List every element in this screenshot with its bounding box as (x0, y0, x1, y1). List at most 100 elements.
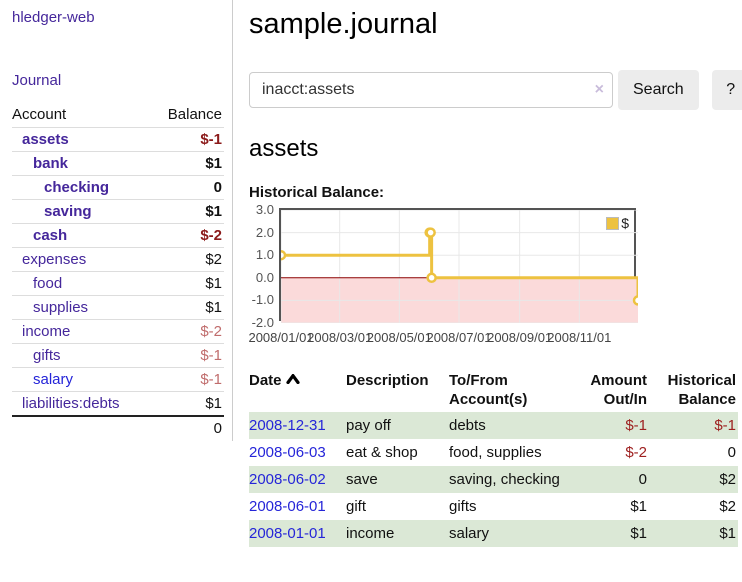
transaction-date-link[interactable]: 2008-06-01 (249, 498, 326, 515)
account-link-liabilities-debts[interactable]: liabilities:debts (22, 395, 120, 412)
account-link-income[interactable]: income (22, 323, 71, 340)
account-row: salary $-1 (12, 367, 224, 391)
account-link-supplies[interactable]: supplies (33, 299, 89, 316)
y-axis-tick-label: 1.0 (255, 247, 274, 263)
transaction-balance: $-1 (649, 412, 738, 439)
transaction-row: 2008-06-01 gift gifts $1 $2 (249, 493, 738, 520)
transaction-date-link[interactable]: 2008-06-03 (249, 444, 326, 461)
search-input[interactable] (249, 72, 613, 108)
main-content: sample.journal × Search ? assets Histori… (233, 0, 742, 547)
sidebar: hledger-web Journal Account Balance asse… (0, 0, 233, 441)
account-balance: $-2 (200, 323, 222, 340)
legend-label: $ (621, 215, 629, 231)
clear-search-icon[interactable]: × (594, 81, 604, 98)
transaction-date-link[interactable]: 2008-12-31 (249, 417, 326, 434)
transaction-balance: $2 (719, 498, 736, 515)
transaction-description: income (346, 520, 449, 547)
x-axis-tick-label: 2008/07/01 (426, 330, 492, 345)
sidebar-item-journal[interactable]: Journal (12, 72, 62, 89)
account-row: assets $-1 (12, 127, 224, 151)
account-link-salary[interactable]: salary (33, 371, 74, 388)
y-axis-tick-label: -2.0 (251, 315, 274, 330)
transaction-date-link[interactable]: 2008-06-02 (249, 471, 326, 488)
search-form: × Search ? (249, 70, 742, 110)
accounts-total-value: 0 (213, 420, 222, 437)
transaction-accounts: debts (449, 412, 571, 439)
chart-canvas (281, 210, 638, 323)
account-balance: $-2 (200, 227, 222, 244)
page-title: sample.journal (249, 8, 438, 40)
account-balance: $-1 (200, 371, 222, 388)
account-row: cash $-2 (12, 223, 224, 247)
chart-plot-area[interactable]: $ (279, 208, 638, 323)
column-header-date[interactable]: Date (249, 368, 346, 412)
account-row: expenses $2 (12, 247, 224, 271)
account-balance: $2 (205, 251, 222, 268)
app-layout: hledger-web Journal Account Balance asse… (0, 0, 742, 547)
register-table: Date Description To/From Account(s) Amou… (249, 368, 738, 547)
account-balance: $1 (205, 395, 222, 412)
transaction-accounts: salary (449, 520, 571, 547)
account-link-assets[interactable]: assets (22, 131, 69, 148)
x-axis-tick-label: 2008/01/01 (248, 330, 314, 345)
account-row: income $-2 (12, 319, 224, 343)
account-link-bank[interactable]: bank (33, 155, 69, 172)
transaction-amount: 0 (571, 466, 649, 493)
account-link-food[interactable]: food (33, 275, 63, 292)
register-header-row: Date Description To/From Account(s) Amou… (249, 368, 738, 412)
transaction-accounts: gifts (449, 498, 477, 515)
transaction-amount: $1 (630, 498, 647, 515)
x-axis-tick-label: 2008/05/01 (366, 330, 432, 345)
x-axis-tick-label: 2008/11/01 (547, 330, 612, 345)
transaction-amount: $-2 (625, 444, 647, 461)
sort-ascending-icon (285, 372, 300, 385)
account-row: food $1 (12, 271, 224, 295)
transaction-balance: $1 (649, 520, 738, 547)
account-row: bank $1 (12, 151, 224, 175)
chart-legend: $ (606, 215, 629, 231)
help-button[interactable]: ? (711, 70, 742, 110)
y-axis-tick-label: -1.0 (251, 292, 274, 308)
account-balance: $-1 (200, 131, 222, 148)
accounts-rows: assets $-1 bank $1 checking 0 saving $1 cash $-2 e… (12, 127, 224, 415)
transaction-amount: $1 (571, 520, 649, 547)
column-header-description[interactable]: Description (346, 372, 429, 389)
account-link-gifts[interactable]: gifts (33, 347, 61, 364)
accounts-table-header: Account Balance (12, 104, 224, 127)
account-balance: $1 (205, 275, 222, 292)
transaction-accounts: saving, checking (449, 466, 571, 493)
transaction-accounts: food, supplies (449, 444, 542, 461)
column-header-balance[interactable]: Historical Balance (667, 372, 736, 408)
column-header-date-label: Date (249, 372, 282, 389)
account-link-cash[interactable]: cash (33, 227, 68, 244)
y-axis-tick-label: 0.0 (255, 269, 274, 285)
legend-swatch-icon (606, 216, 620, 230)
accounts-total-row: 0 (12, 415, 224, 440)
transaction-row: 2008-12-31 pay off debts $-1 $-1 (249, 412, 738, 439)
account-row: saving $1 (12, 199, 224, 223)
account-link-checking[interactable]: checking (44, 179, 110, 196)
accounts-col-balance: Balance (167, 106, 222, 123)
column-header-amount[interactable]: Amount Out/In (590, 372, 647, 408)
transaction-date-link[interactable]: 2008-01-01 (249, 525, 326, 542)
transaction-amount: $-1 (571, 412, 649, 439)
y-axis-tick-label: 2.0 (255, 224, 274, 240)
account-row: liabilities:debts $1 (12, 391, 224, 415)
column-header-accounts[interactable]: To/From Account(s) (449, 372, 528, 408)
account-link-saving[interactable]: saving (44, 203, 92, 220)
transaction-description: eat & shop (346, 444, 418, 461)
x-axis-tick-label: 2008/03/01 (307, 330, 373, 345)
accounts-table: Account Balance assets $-1 bank $1 checking 0… (12, 104, 224, 440)
account-link-expenses[interactable]: expenses (22, 251, 87, 268)
brand-link[interactable]: hledger-web (12, 9, 95, 26)
account-balance: $-1 (200, 347, 222, 364)
search-button[interactable]: Search (618, 70, 699, 110)
transaction-row: 2008-01-01 income salary $1 $1 (249, 520, 738, 547)
account-row: gifts $-1 (12, 343, 224, 367)
transaction-balance: 0 (727, 444, 736, 461)
account-row: checking 0 (12, 175, 224, 199)
x-axis-tick-label: 2008/09/01 (487, 330, 553, 345)
account-balance: $1 (205, 203, 222, 220)
account-row: supplies $1 (12, 295, 224, 319)
y-axis-tick-label: 3.0 (255, 202, 274, 217)
